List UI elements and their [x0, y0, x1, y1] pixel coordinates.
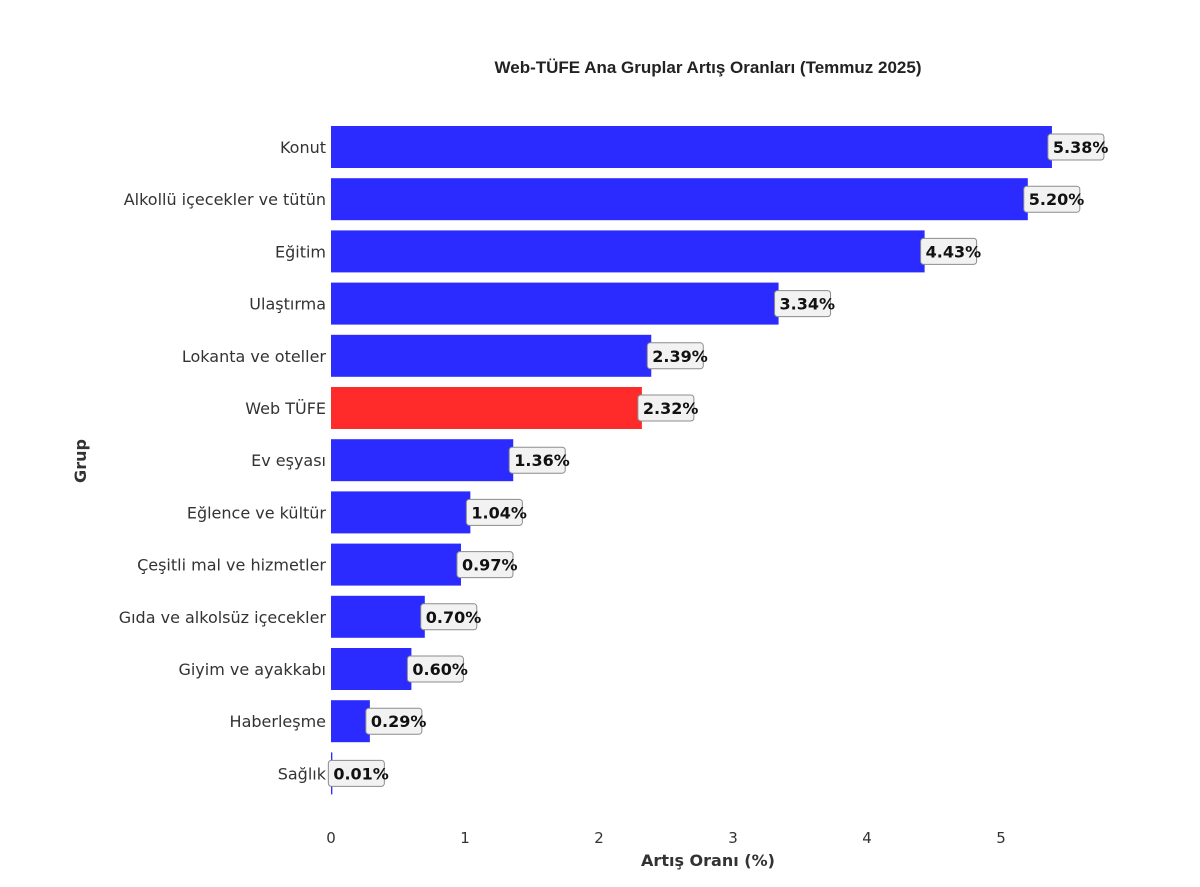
value-label-box-ulastirma [774, 290, 832, 318]
bar-alkollu-icecekler-ve-tutun [331, 178, 1028, 221]
value-label-box-cesitli-mal-ve-hizmetler [456, 551, 514, 579]
value-label-web-tufe: 2.32% [643, 399, 699, 418]
bars-layer: 5.38% 5.20% 4.43% 3.34% 2.39% 2.32% 1.36% 1.04%… [327, 126, 1109, 795]
bar-giyim-ve-ayakkabi [331, 648, 412, 690]
category-label-haberlesme: Haberleşme [230, 712, 326, 731]
bar-cesitli-mal-ve-hizmetler [331, 543, 461, 586]
value-label-cesitli-mal-ve-hizmetler: 0.97% [462, 556, 518, 575]
category-labels: Konut Alkollü içecekler ve tütün Eğitim Ula… [119, 138, 327, 783]
bar-lokanta-ve-oteller [331, 334, 652, 377]
x-tick-label-5: 5 [996, 829, 1006, 847]
x-axis-ticks: 0 1 2 3 4 5 [326, 829, 1006, 847]
value-label-ev-esyasi: 1.36% [514, 451, 570, 470]
value-label-saglik: 0.01% [333, 764, 389, 783]
value-label-egitim: 4.43% [926, 242, 982, 261]
x-tick-label-2: 2 [594, 829, 604, 847]
category-label-cesitli-mal-ve-hizmetler: Çeşitli mal ve hizmetler [137, 556, 326, 575]
category-label-konut: Konut [280, 138, 326, 157]
value-label-box-lokanta-ve-oteller [646, 342, 704, 370]
value-label-box-alkollu-icecekler-ve-tutun [1023, 185, 1081, 213]
value-label-ulastirma: 3.34% [780, 295, 836, 314]
value-label-box-haberlesme [365, 707, 423, 735]
value-label-box-egitim [920, 237, 978, 265]
value-label-haberlesme: 0.29% [371, 712, 427, 731]
value-label-eglence-ve-kultur: 1.04% [471, 503, 527, 522]
chart-title: Web-TÜFE Ana Gruplar Artış Oranları (Tem… [495, 58, 922, 77]
value-label-box-konut [1047, 133, 1105, 161]
value-label-giyim-ve-ayakkabi: 0.60% [412, 660, 468, 679]
category-label-ulastirma: Ulaştırma [249, 295, 326, 314]
value-label-box-eglence-ve-kultur [465, 498, 523, 526]
x-tick-label-1: 1 [460, 829, 470, 847]
value-label-box-saglik [327, 759, 385, 787]
bar-web-tufe [331, 387, 642, 429]
bar-eglence-ve-kultur [331, 491, 471, 534]
bar-egitim [331, 230, 925, 273]
value-label-box-gida-ve-alkolsuz-icecekler [420, 603, 478, 631]
y-axis-title: Grup [71, 439, 90, 483]
value-label-box-web-tufe [637, 394, 695, 422]
value-label-konut: 5.38% [1053, 138, 1109, 157]
value-label-lokanta-ve-oteller: 2.39% [652, 347, 708, 366]
bar-konut [331, 126, 1052, 168]
value-label-box-giyim-ve-ayakkabi [406, 655, 464, 683]
x-tick-label-4: 4 [862, 829, 872, 847]
category-label-eglence-ve-kultur: Eğlence ve kültür [187, 503, 327, 522]
category-label-egitim: Eğitim [275, 242, 326, 261]
bar-ulastirma [331, 282, 779, 325]
category-label-ev-esyasi: Ev eşyası [251, 451, 326, 470]
bar-gida-ve-alkolsuz-icecekler [331, 595, 425, 638]
x-tick-label-3: 3 [728, 829, 738, 847]
value-label-alkollu-icecekler-ve-tutun: 5.20% [1029, 190, 1085, 209]
bar-haberlesme [331, 700, 370, 743]
category-label-saglik: Sağlık [278, 764, 327, 783]
category-label-web-tufe: Web TÜFE [245, 399, 326, 418]
category-label-lokanta-ve-oteller: Lokanta ve oteller [182, 347, 327, 366]
x-axis-title: Artış Oranı (%) [641, 851, 775, 870]
category-label-giyim-ve-ayakkabi: Giyim ve ayakkabı [178, 660, 326, 679]
bar-ev-esyasi [331, 439, 514, 482]
value-label-box-ev-esyasi [508, 446, 566, 474]
category-label-alkollu-icecekler-ve-tutun: Alkollü içecekler ve tütün [124, 190, 326, 209]
x-tick-label-0: 0 [326, 829, 336, 847]
category-label-gida-ve-alkolsuz-icecekler: Gıda ve alkolsüz içecekler [119, 608, 327, 627]
value-label-gida-ve-alkolsuz-icecekler: 0.70% [426, 608, 482, 627]
